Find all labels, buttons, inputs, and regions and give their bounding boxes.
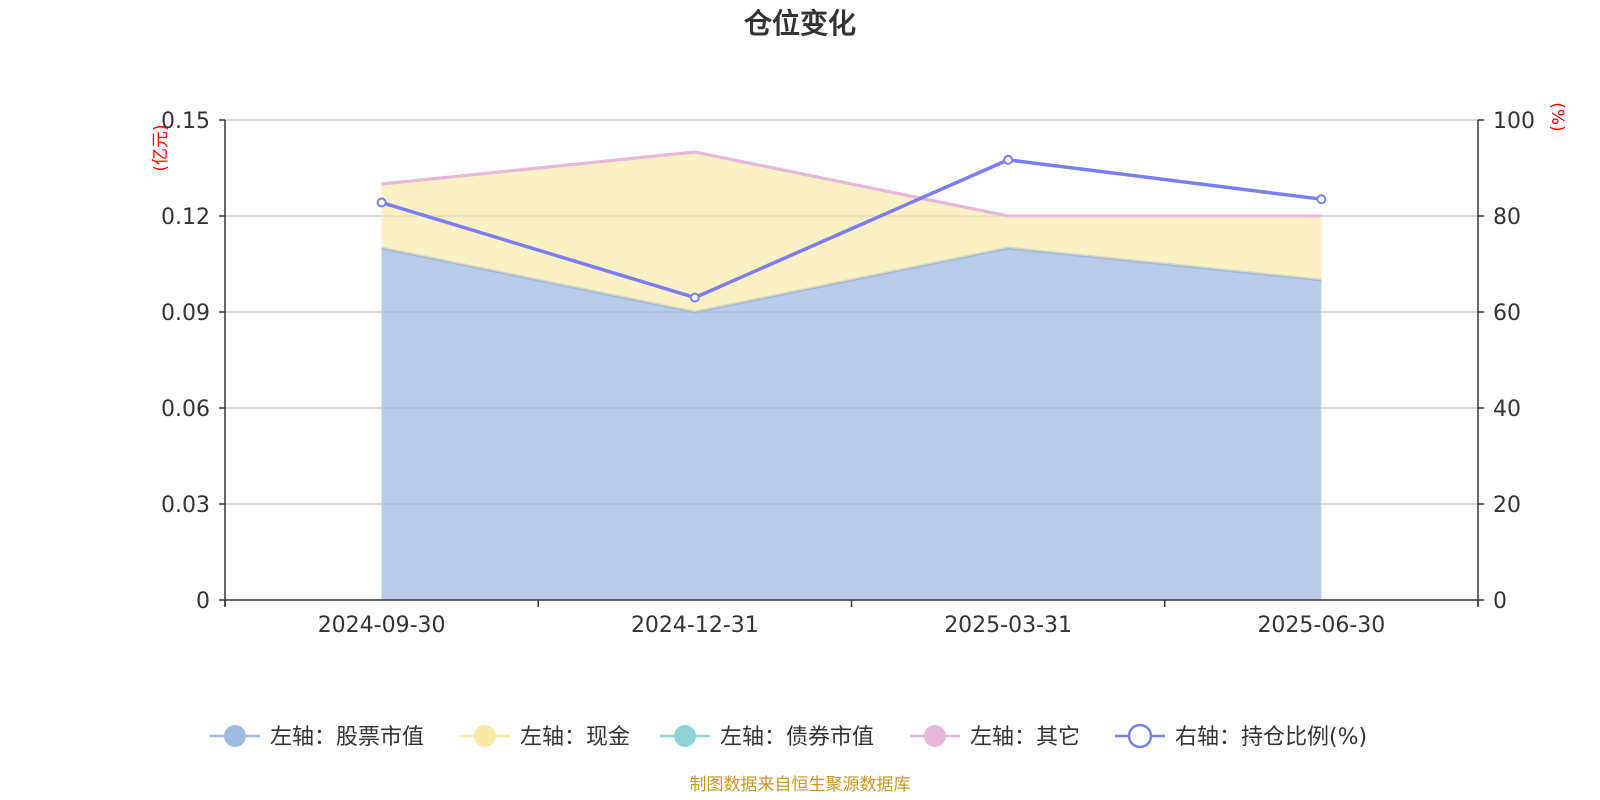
legend-label-4: 右轴：持仓比例(%) [1175, 725, 1367, 750]
legend-item-0[interactable]: 左轴：股票市值 [210, 725, 424, 750]
right-tick-label: 60 [1493, 301, 1521, 326]
legend-item-4[interactable]: 右轴：持仓比例(%) [1115, 723, 1367, 750]
left-tick-label: 0.15 [161, 109, 210, 134]
legend-label-1: 左轴：现金 [520, 725, 630, 750]
left-tick-label: 0 [196, 589, 210, 614]
legend[interactable]: 左轴：股票市值 左轴：现金 左轴：债券市值 左轴：其它 右轴：持仓比例(%) [210, 723, 1367, 750]
right-axis-unit: (%) [1547, 102, 1567, 131]
right-tick-label: 80 [1493, 205, 1521, 230]
area-1 [381, 152, 1322, 312]
legend-label-2: 左轴：债券市值 [720, 725, 874, 750]
left-tick-label: 0.03 [161, 493, 210, 518]
legend-item-2[interactable]: 左轴：债券市值 [660, 725, 874, 750]
ratio-line [381, 158, 1322, 300]
right-tick-label: 20 [1493, 493, 1521, 518]
ratio-point[interactable] [689, 292, 700, 303]
right-tick-label: 100 [1493, 109, 1535, 134]
legend-marker-0 [224, 725, 246, 747]
legend-label-0: 左轴：股票市值 [270, 725, 424, 750]
x-tick-label: 2025-03-31 [944, 613, 1072, 638]
legend-item-1[interactable]: 左轴：现金 [460, 725, 630, 750]
right-tick-label: 0 [1493, 589, 1507, 614]
area-edge-3 [381, 150, 1322, 218]
x-tick-label: 2025-06-30 [1257, 613, 1385, 638]
legend-label-3: 左轴：其它 [970, 725, 1080, 750]
legend-marker-4 [1127, 723, 1153, 749]
x-tick-label: 2024-09-30 [318, 613, 446, 638]
data-source-note: 制图数据来自恒生聚源数据库 [690, 775, 911, 795]
legend-marker-1 [474, 725, 496, 747]
area-series [381, 150, 1322, 600]
area-0 [381, 248, 1322, 600]
axes: 0 0.03 0.06 0.09 0.12 0.15 0 20 40 60 80 100 2024-09… [161, 109, 1535, 638]
legend-marker-2 [674, 725, 696, 747]
ratio-point[interactable] [1316, 194, 1327, 205]
left-tick-label: 0.06 [161, 397, 210, 422]
x-tick-label: 2024-12-31 [631, 613, 759, 638]
right-tick-label: 40 [1493, 397, 1521, 422]
legend-marker-3 [924, 725, 946, 747]
left-axis-unit: (亿元) [151, 124, 171, 171]
left-tick-label: 0.09 [161, 301, 210, 326]
ratio-point[interactable] [1003, 154, 1014, 165]
left-tick-label: 0.12 [161, 205, 210, 230]
legend-item-3[interactable]: 左轴：其它 [910, 725, 1080, 750]
ratio-line-series [376, 154, 1327, 303]
ratio-point[interactable] [376, 197, 387, 208]
chart-title: 仓位变化 [744, 7, 856, 40]
